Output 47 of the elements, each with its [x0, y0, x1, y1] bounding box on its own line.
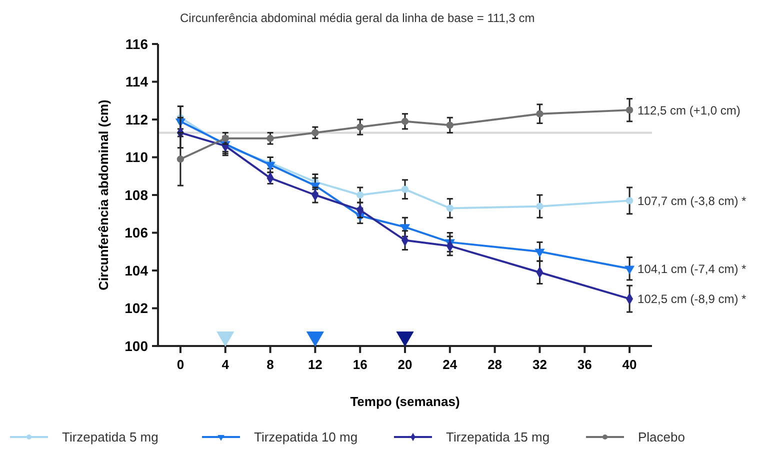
x-tick-label: 24: [442, 357, 458, 372]
x-tick-label: 28: [488, 357, 502, 372]
annotation: 102,5 cm (-8,9 cm) *: [638, 292, 747, 306]
legend-label: Tirzepatida 15 mg: [446, 430, 550, 445]
x-tick-label: 0: [176, 357, 184, 372]
point: [266, 134, 274, 142]
point: [312, 129, 319, 136]
x-tick-label: 36: [577, 357, 592, 372]
point: [626, 106, 634, 114]
point: [401, 118, 409, 125]
x-axis-title: Tempo (semanas): [350, 394, 460, 409]
annotation: 112,5 cm (+1,0 cm): [638, 103, 740, 118]
y-tick-label: 110: [125, 149, 148, 166]
legend-label: Tirzepatida 10 mg: [254, 430, 358, 445]
x-tick-label: 8: [266, 357, 274, 372]
legend-label: Tirzepatida 5 mg: [62, 430, 158, 445]
x-tick-label: 20: [398, 357, 412, 372]
point: [356, 123, 364, 131]
y-tick-label: 108: [124, 186, 148, 203]
annotation: 104,1 cm (-7,4 cm) *: [638, 262, 747, 276]
x-tick-label: 40: [622, 357, 637, 372]
y-tick-label: 114: [125, 74, 148, 90]
point: [356, 191, 364, 199]
point: [446, 204, 454, 212]
point: [535, 248, 544, 257]
x-tick-label: 4: [222, 357, 230, 372]
point: [536, 110, 544, 118]
y-tick-label: 102: [124, 300, 148, 316]
point: [176, 156, 184, 163]
legend-label: Placebo: [638, 430, 685, 445]
point: [396, 331, 414, 346]
point: [626, 197, 634, 204]
x-tick-label: 32: [532, 357, 547, 372]
annotation: 107,7 cm (-3,8 cm) *: [638, 194, 747, 208]
y-tick-label: 116: [125, 36, 148, 52]
x-tick-label: 16: [352, 357, 368, 372]
point: [401, 186, 409, 193]
y-axis-title: Circunferência abdominal (cm): [96, 100, 111, 290]
point: [624, 266, 634, 274]
x-tick-label: 12: [308, 357, 322, 372]
y-tick-label: 112: [125, 111, 148, 128]
point: [536, 202, 544, 210]
point: [446, 122, 454, 129]
text: Circunferência abdominal média geral da linha de base = 111,3 cm: [180, 11, 535, 25]
y-tick-label: 104: [124, 262, 148, 278]
y-tick-label: 100: [124, 338, 148, 354]
y-tick-label: 106: [124, 224, 148, 241]
